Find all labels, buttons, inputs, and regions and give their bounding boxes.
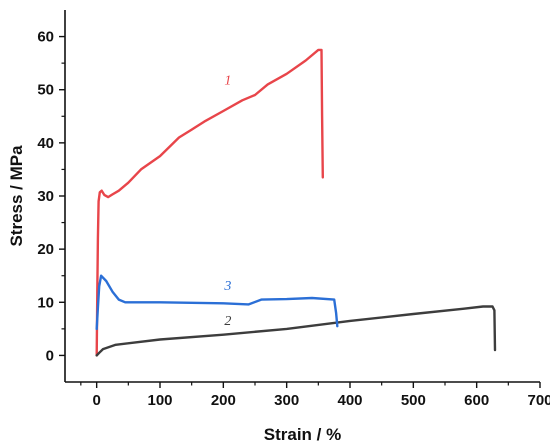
series-label-2: 2 bbox=[224, 314, 231, 329]
x-tick-label: 500 bbox=[401, 392, 426, 409]
y-axis-title: Stress / MPa bbox=[7, 145, 26, 247]
series-line-3 bbox=[95, 274, 339, 331]
x-tick-label: 100 bbox=[147, 392, 172, 409]
y-tick-label: 60 bbox=[37, 29, 54, 46]
y-tick-label: 50 bbox=[37, 82, 54, 99]
y-tick-label: 40 bbox=[37, 135, 54, 152]
x-tick-label: 600 bbox=[464, 392, 489, 409]
axes-layer bbox=[59, 10, 541, 388]
series-label-3: 3 bbox=[223, 279, 231, 294]
y-tick-label: 0 bbox=[46, 347, 54, 364]
x-tick-label: 0 bbox=[92, 392, 100, 409]
x-tick-label: 300 bbox=[274, 392, 299, 409]
y-tick-label: 10 bbox=[37, 294, 54, 311]
series-line-1 bbox=[95, 48, 324, 357]
x-tick-label: 700 bbox=[527, 392, 550, 409]
x-tick-label: 200 bbox=[211, 392, 236, 409]
y-tick-label: 30 bbox=[37, 188, 54, 205]
x-axis-title: Strain / % bbox=[264, 425, 341, 444]
y-tick-label: 20 bbox=[37, 241, 54, 258]
series-label-1: 1 bbox=[224, 73, 231, 88]
series-line-2 bbox=[95, 305, 497, 357]
series-layer bbox=[95, 48, 497, 357]
x-tick-label: 400 bbox=[337, 392, 362, 409]
